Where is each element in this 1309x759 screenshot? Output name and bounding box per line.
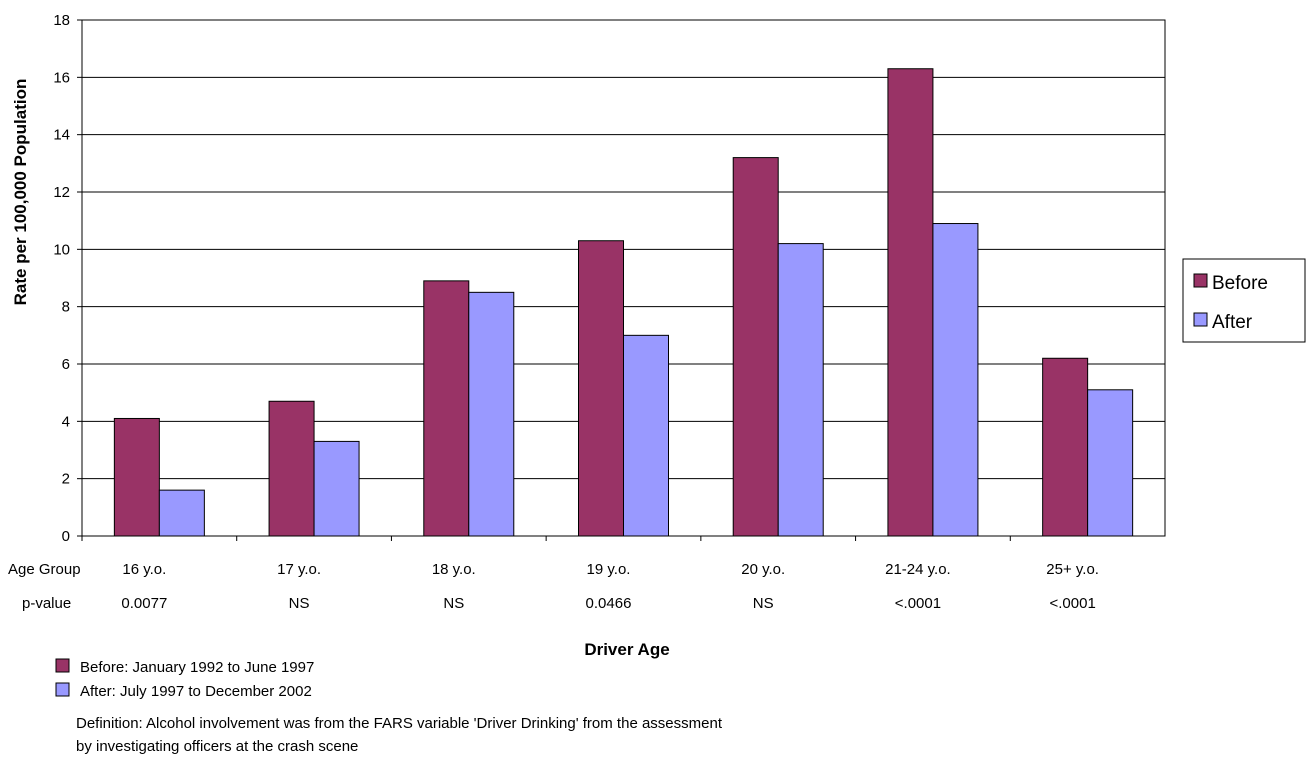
note-definition-line2: by investigating officers at the crash s…	[76, 738, 358, 755]
y-tick-labels: 0 2 4 6 8 10 12 14 16 18	[53, 12, 70, 545]
bar-before-5	[732, 157, 779, 537]
category-label: 21-24 y.o.	[885, 561, 951, 578]
note-before-period: Before: January 1992 to June 1997	[80, 659, 314, 676]
bars	[113, 68, 1134, 537]
plot-frame	[81, 19, 1166, 537]
legend-label-after: After	[1212, 312, 1253, 333]
y-tick-label: 2	[62, 471, 70, 488]
bar-after-7	[1087, 389, 1134, 537]
bar-after-6	[932, 223, 979, 537]
age-group-row-label: Age Group	[8, 561, 81, 578]
legend-frame	[1182, 258, 1306, 343]
category-label: 16 y.o.	[122, 561, 166, 578]
y-tick-label: 0	[62, 528, 70, 545]
y-tick-label: 4	[62, 413, 70, 430]
p-value-row-label: p-value	[22, 595, 71, 612]
p-value-label: NS	[443, 595, 464, 612]
bar-after-4	[623, 334, 669, 537]
p-value-labels: 0.0077 NS NS 0.0466 NS <.0001 <.0001	[121, 595, 1095, 612]
p-value-label: NS	[289, 595, 310, 612]
bar-after-2	[313, 440, 360, 537]
note-after-period: After: July 1997 to December 2002	[80, 683, 312, 700]
bar-after-5	[777, 243, 824, 537]
bar-before-2	[268, 400, 315, 537]
y-tick-label: 18	[53, 12, 70, 29]
category-label: 25+ y.o.	[1046, 561, 1099, 578]
y-tick-label: 12	[53, 184, 70, 201]
legend-swatch-before	[1193, 273, 1208, 288]
y-tick-label: 16	[53, 69, 70, 86]
category-label: 18 y.o.	[432, 561, 476, 578]
p-value-label: <.0001	[895, 595, 941, 612]
note-swatch-before	[55, 658, 70, 673]
p-value-label: NS	[753, 595, 774, 612]
p-value-label: 0.0077	[121, 595, 167, 612]
y-tick-label: 10	[53, 241, 70, 258]
y-tick-label: 6	[62, 356, 70, 373]
p-value-label: <.0001	[1049, 595, 1095, 612]
p-value-label: 0.0466	[586, 595, 632, 612]
x-axis-label: Driver Age	[584, 640, 669, 659]
bar-before-1	[113, 417, 160, 537]
y-axis-label: Rate per 100,000 Population	[11, 79, 30, 306]
bar-before-4	[578, 240, 624, 537]
bar-after-3	[468, 291, 515, 537]
category-labels: 16 y.o. 17 y.o. 18 y.o. 19 y.o. 20 y.o. 21-24…	[122, 561, 1099, 578]
bar-before-3	[423, 280, 470, 537]
category-label: 19 y.o.	[587, 561, 631, 578]
bar-after-1	[158, 489, 205, 537]
y-tick-label: 8	[62, 299, 70, 316]
note-definition-line1: Definition: Alcohol involvement was from…	[76, 715, 723, 732]
bar-before-7	[1042, 357, 1089, 537]
legend: Before After	[1182, 258, 1306, 343]
legend-label-before: Before	[1212, 273, 1268, 294]
y-tick-label: 14	[53, 127, 70, 144]
note-swatch-after	[55, 682, 70, 697]
category-label: 20 y.o.	[741, 561, 785, 578]
bar-before-6	[887, 68, 934, 537]
legend-swatch-after	[1193, 312, 1208, 327]
category-label: 17 y.o.	[277, 561, 321, 578]
